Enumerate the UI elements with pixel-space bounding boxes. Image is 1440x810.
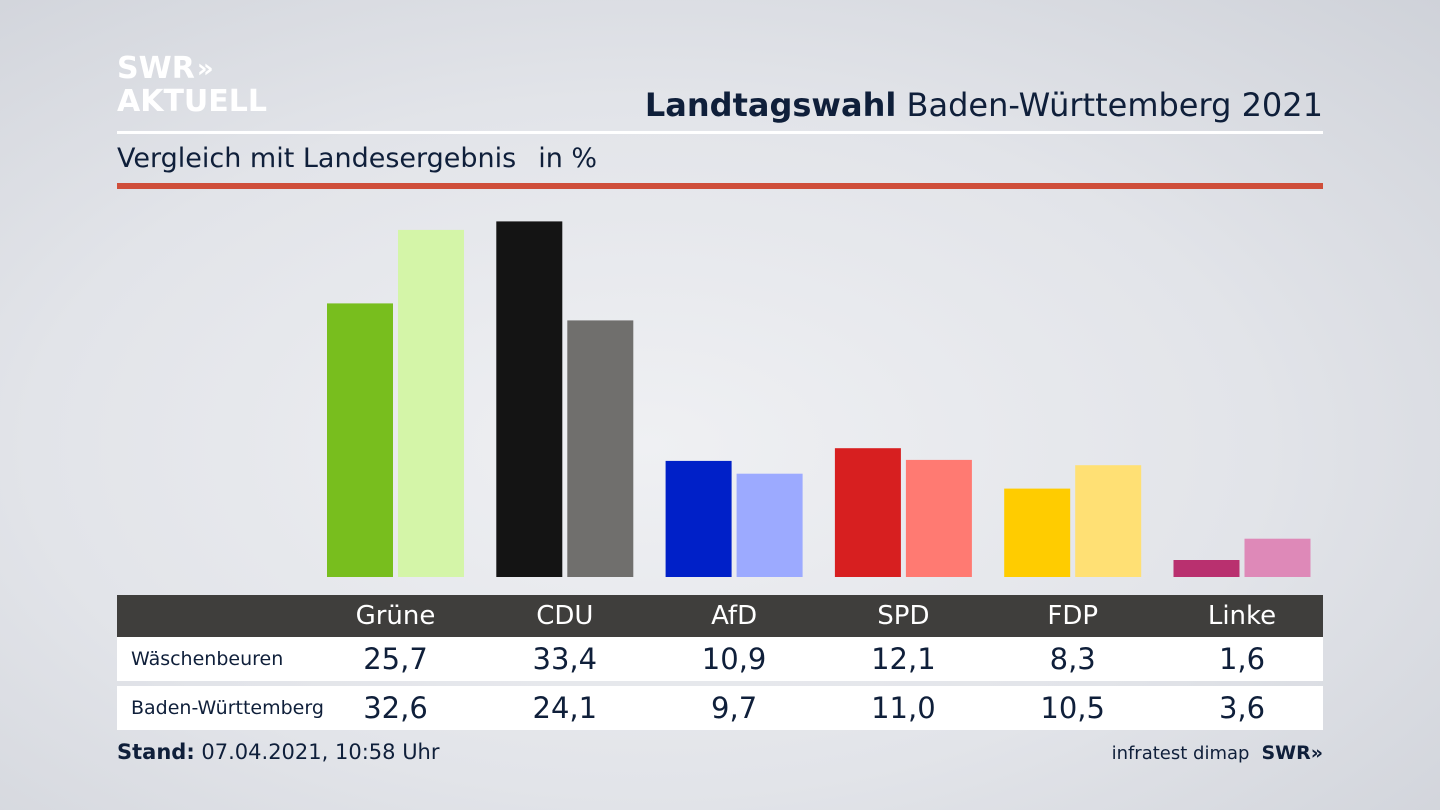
value-cell: 24,1	[532, 691, 598, 725]
category-label: AfD	[711, 601, 758, 631]
value-cell: 9,7	[711, 691, 758, 725]
bar-grne-state	[398, 229, 464, 577]
swr-aktuell-logo: SWR» AKTUELL	[117, 54, 267, 117]
table-row-state: Baden-Württemberg 32,6 24,1 9,7 11,0 10,5 3,6	[117, 686, 1323, 730]
bar-spd-state	[905, 459, 972, 577]
value-cell: 32,6	[363, 691, 428, 725]
row-label-local: Wäschenbeuren	[131, 648, 284, 670]
value-cell: 25,7	[363, 642, 428, 676]
source-text: infratest dimap	[1111, 742, 1250, 764]
table-header: Grüne CDU AfD SPD FDP Linke	[117, 595, 1323, 637]
value-cell: 10,5	[1040, 691, 1105, 725]
source-credit: infratest dimap SWR»	[1112, 742, 1323, 764]
category-label: SPD	[877, 601, 930, 631]
value-cell: 12,1	[871, 642, 936, 676]
bar-afd-local	[665, 460, 732, 577]
title-bold: Landtagswahl	[644, 86, 897, 124]
value-cell: 8,3	[1049, 642, 1096, 676]
row-label-state: Baden-Württemberg	[131, 697, 324, 719]
logo-aktuell: AKTUELL	[117, 84, 268, 119]
bar-linke-state	[1244, 538, 1311, 577]
subtitle-text: Vergleich mit Landesergebnis	[117, 143, 517, 174]
value-cell: 10,9	[701, 642, 767, 676]
bar-grne-local	[327, 303, 393, 577]
page-title: Landtagswahl Baden-Württemberg 2021	[645, 86, 1323, 124]
category-label: Linke	[1207, 601, 1277, 631]
bar-fdp-state	[1075, 465, 1142, 577]
title-divider	[117, 131, 1323, 134]
value-cell: 1,6	[1218, 642, 1266, 676]
results-table: Grüne CDU AfD SPD FDP Linke Wäschenbeuren 25,…	[117, 595, 1323, 730]
bar-spd-local	[834, 448, 901, 577]
category-label: CDU	[536, 601, 594, 631]
bar-linke-local	[1173, 560, 1240, 577]
title-rest: Baden-Württemberg 2021	[906, 86, 1324, 124]
value-cell: 33,4	[532, 642, 598, 676]
subtitle-unit: in %	[538, 143, 598, 174]
timestamp: Stand: 07.04.2021, 10:58 Uhr	[117, 740, 440, 764]
chart-subtitle: Vergleich mit Landesergebnis in %	[117, 143, 597, 174]
value-cell: 3,6	[1218, 691, 1266, 725]
source-swr-logo: SWR»	[1261, 742, 1323, 764]
bar-fdp-local	[1004, 488, 1071, 577]
accent-divider	[117, 183, 1323, 189]
value-cell: 11,0	[871, 691, 936, 725]
bar-afd-state	[736, 473, 803, 577]
category-label: Grüne	[355, 601, 436, 631]
logo-swr: SWR	[117, 51, 195, 86]
table-row-local: Wäschenbeuren 25,7 33,4 10,9 12,1 8,3 1,6	[117, 637, 1323, 681]
stand-label: Stand:	[117, 740, 195, 764]
bar-cdu-state	[567, 320, 634, 577]
bar-cdu-local	[496, 221, 563, 577]
stand-value: 07.04.2021, 10:58 Uhr	[201, 740, 440, 764]
category-label: FDP	[1047, 601, 1099, 631]
